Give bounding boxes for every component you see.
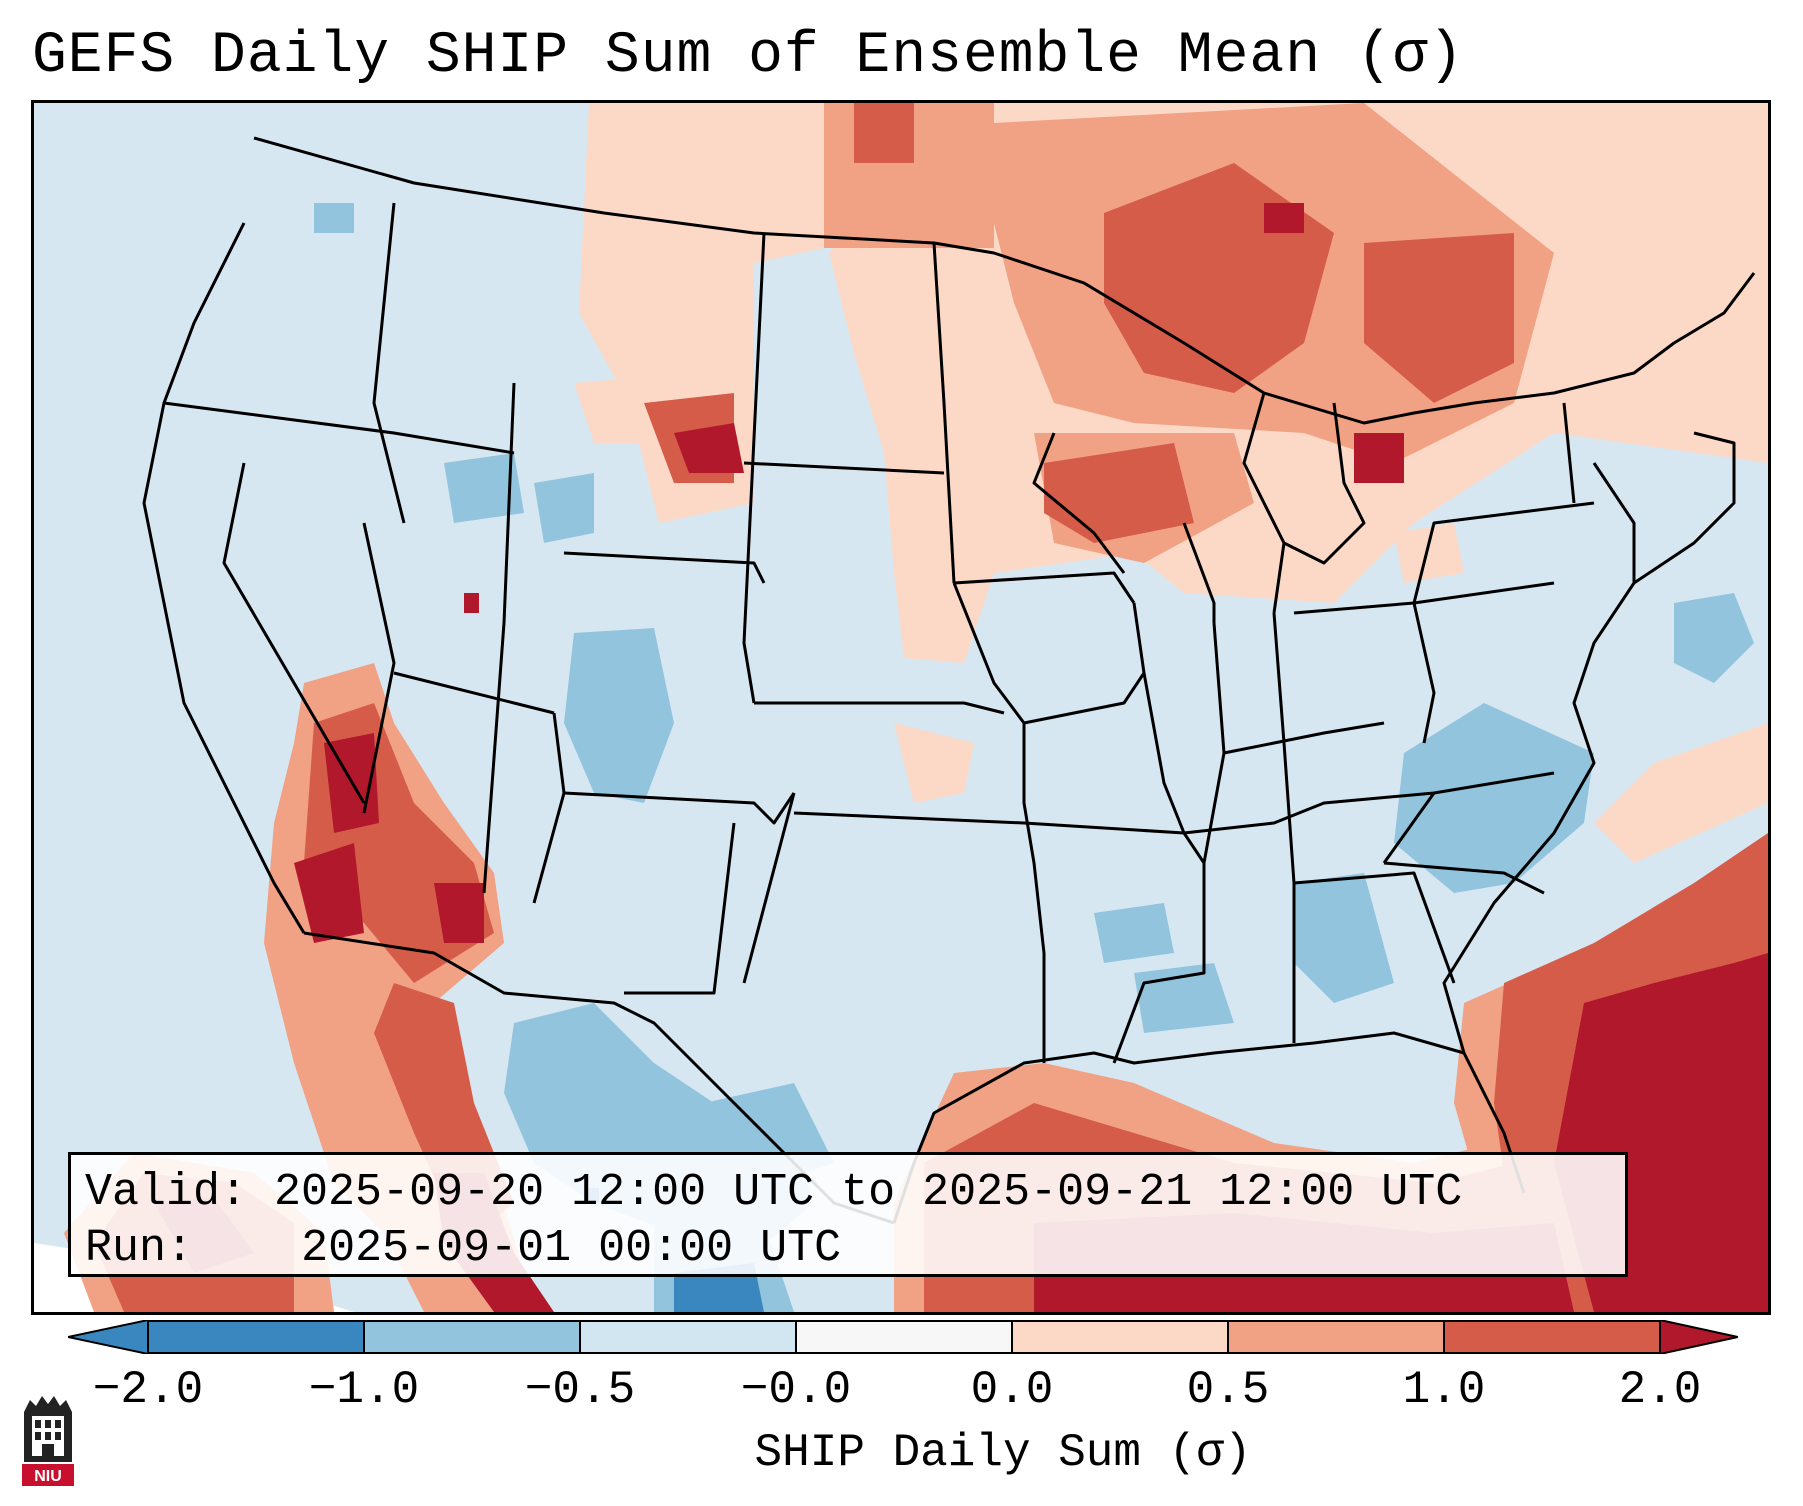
colorbar-bin-05-1	[1228, 1320, 1444, 1354]
chart-title: GEFS Daily SHIP Sum of Ensemble Mean (σ)	[32, 24, 1465, 89]
niu-logo-icon: NIU	[22, 1396, 74, 1486]
colorbar-extend-high	[1659, 1320, 1738, 1354]
colorbar-bin-0-05	[1012, 1320, 1228, 1354]
colorbar-bin-0-0	[796, 1320, 1012, 1354]
colorbar-bin-neg1-neg05	[364, 1320, 580, 1354]
run-row: Run: 2025-09-01 00:00 UTC	[85, 1221, 1625, 1277]
run-value: 2025-09-01 00:00 UTC	[301, 1223, 842, 1274]
valid-label: Valid:	[85, 1167, 248, 1218]
colorbar-tick-label: −1.0	[308, 1364, 420, 1416]
map-svg	[34, 103, 1768, 1312]
colorbar-bin-1-2	[1444, 1320, 1660, 1354]
run-label: Run:	[85, 1223, 194, 1274]
state-boundaries	[142, 136, 1756, 1225]
colorbar-extend-low	[68, 1320, 149, 1354]
colorbar-bin-neg2-neg1	[148, 1320, 364, 1354]
colorbar-tick-label: −0.5	[524, 1364, 636, 1416]
colorbar-tick-label: 0.5	[1186, 1364, 1270, 1416]
info-box: Valid: 2025-09-20 12:00 UTC to 2025-09-2…	[68, 1152, 1628, 1277]
valid-row: Valid: 2025-09-20 12:00 UTC to 2025-09-2…	[85, 1165, 1625, 1221]
colorbar-label: SHIP Daily Sum (σ)	[754, 1427, 1252, 1479]
colorbar-tick-label: 1.0	[1402, 1364, 1486, 1416]
colorbar-tick-label: 2.0	[1618, 1364, 1702, 1416]
colorbar-bin-neg05-0	[580, 1320, 796, 1354]
colorbar-ticks	[147, 1320, 1661, 1354]
map-panel	[31, 100, 1771, 1315]
colorbar-tick-label: −0.0	[740, 1364, 852, 1416]
colorbar	[68, 1320, 1738, 1354]
colorbar-tick-label: 0.0	[970, 1364, 1054, 1416]
colorbar-tick-label: −2.0	[92, 1364, 204, 1416]
logo-text: NIU	[34, 1468, 62, 1485]
valid-value: 2025-09-20 12:00 UTC to 2025-09-21 12:00…	[274, 1167, 1463, 1218]
